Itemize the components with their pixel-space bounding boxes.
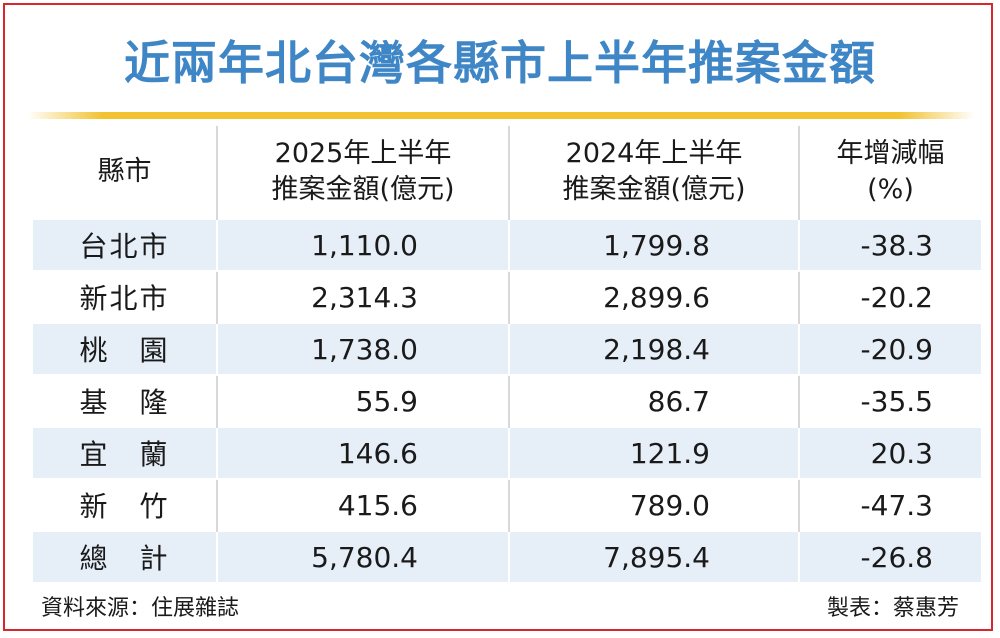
source-note: 資料來源：住展雜誌 bbox=[41, 596, 240, 621]
county-cell: 桃 園 bbox=[33, 322, 217, 375]
value-2024-cell: 2,899.6 bbox=[508, 270, 799, 323]
value-2024-cell: 1,799.8 bbox=[508, 218, 799, 271]
change-cell: -20.2 bbox=[798, 270, 981, 323]
data-table: 縣市 2025年上半年 推案金額(億元) 2024年上半年 推案金額(億元) 年… bbox=[33, 126, 981, 582]
table-row-total: 總 計 5,780.4 7,895.4 -26.8 bbox=[33, 530, 981, 582]
value-2025-cell: 5,780.4 bbox=[216, 530, 509, 582]
header-change-line2: (%) bbox=[867, 174, 914, 205]
change-cell: -20.9 bbox=[798, 322, 981, 375]
value-2025-cell: 2,314.3 bbox=[216, 270, 509, 323]
value-2024-cell: 789.0 bbox=[508, 478, 799, 531]
header-change-line1: 年增減幅 bbox=[836, 138, 945, 169]
change-cell: -47.3 bbox=[798, 478, 981, 531]
value-2025-cell: 55.9 bbox=[216, 374, 509, 427]
table-header-row: 縣市 2025年上半年 推案金額(億元) 2024年上半年 推案金額(億元) 年… bbox=[33, 126, 981, 219]
header-county: 縣市 bbox=[33, 126, 217, 219]
county-cell: 新 竹 bbox=[33, 478, 217, 531]
header-county-label: 縣市 bbox=[97, 156, 152, 187]
table-row: 宜 蘭 146.6 121.9 20.3 bbox=[33, 426, 981, 479]
table-row: 桃 園 1,738.0 2,198.4 -20.9 bbox=[33, 322, 981, 375]
title-divider bbox=[27, 112, 975, 119]
county-cell: 新北市 bbox=[33, 270, 217, 323]
header-2025: 2025年上半年 推案金額(億元) bbox=[216, 126, 509, 219]
header-2025-line2: 推案金額(億元) bbox=[271, 174, 455, 205]
county-cell: 基 隆 bbox=[33, 374, 217, 427]
county-cell: 總 計 bbox=[33, 530, 217, 582]
header-2024-line2: 推案金額(億元) bbox=[562, 174, 746, 205]
credit-note: 製表：蔡惠芳 bbox=[826, 596, 959, 621]
page-title: 近兩年北台灣各縣市上半年推案金額 bbox=[124, 36, 876, 90]
header-change: 年增減幅 (%) bbox=[798, 126, 981, 219]
value-2024-cell: 121.9 bbox=[508, 426, 799, 479]
value-2025-cell: 146.6 bbox=[216, 426, 509, 479]
table-row: 台北市 1,110.0 1,799.8 -38.3 bbox=[33, 218, 981, 271]
header-2025-line1: 2025年上半年 bbox=[274, 138, 452, 169]
change-cell: -35.5 bbox=[798, 374, 981, 427]
header-2024: 2024年上半年 推案金額(億元) bbox=[508, 126, 799, 219]
table-row: 基 隆 55.9 86.7 -35.5 bbox=[33, 374, 981, 427]
value-2024-cell: 2,198.4 bbox=[508, 322, 799, 375]
table-row: 新北市 2,314.3 2,899.6 -20.2 bbox=[33, 270, 981, 323]
infographic-frame: 近兩年北台灣各縣市上半年推案金額 縣市 2025年上半年 推案金額(億元) 20… bbox=[3, 3, 993, 631]
change-cell: -26.8 bbox=[798, 530, 981, 582]
value-2024-cell: 86.7 bbox=[508, 374, 799, 427]
header-2024-line1: 2024年上半年 bbox=[565, 138, 743, 169]
change-cell: -38.3 bbox=[798, 218, 981, 271]
county-cell: 宜 蘭 bbox=[33, 426, 217, 479]
value-2025-cell: 1,110.0 bbox=[216, 218, 509, 271]
value-2025-cell: 415.6 bbox=[216, 478, 509, 531]
value-2025-cell: 1,738.0 bbox=[216, 322, 509, 375]
table-row: 新 竹 415.6 789.0 -47.3 bbox=[33, 478, 981, 531]
change-cell: 20.3 bbox=[798, 426, 981, 479]
value-2024-cell: 7,895.4 bbox=[508, 530, 799, 582]
county-cell: 台北市 bbox=[33, 218, 217, 271]
